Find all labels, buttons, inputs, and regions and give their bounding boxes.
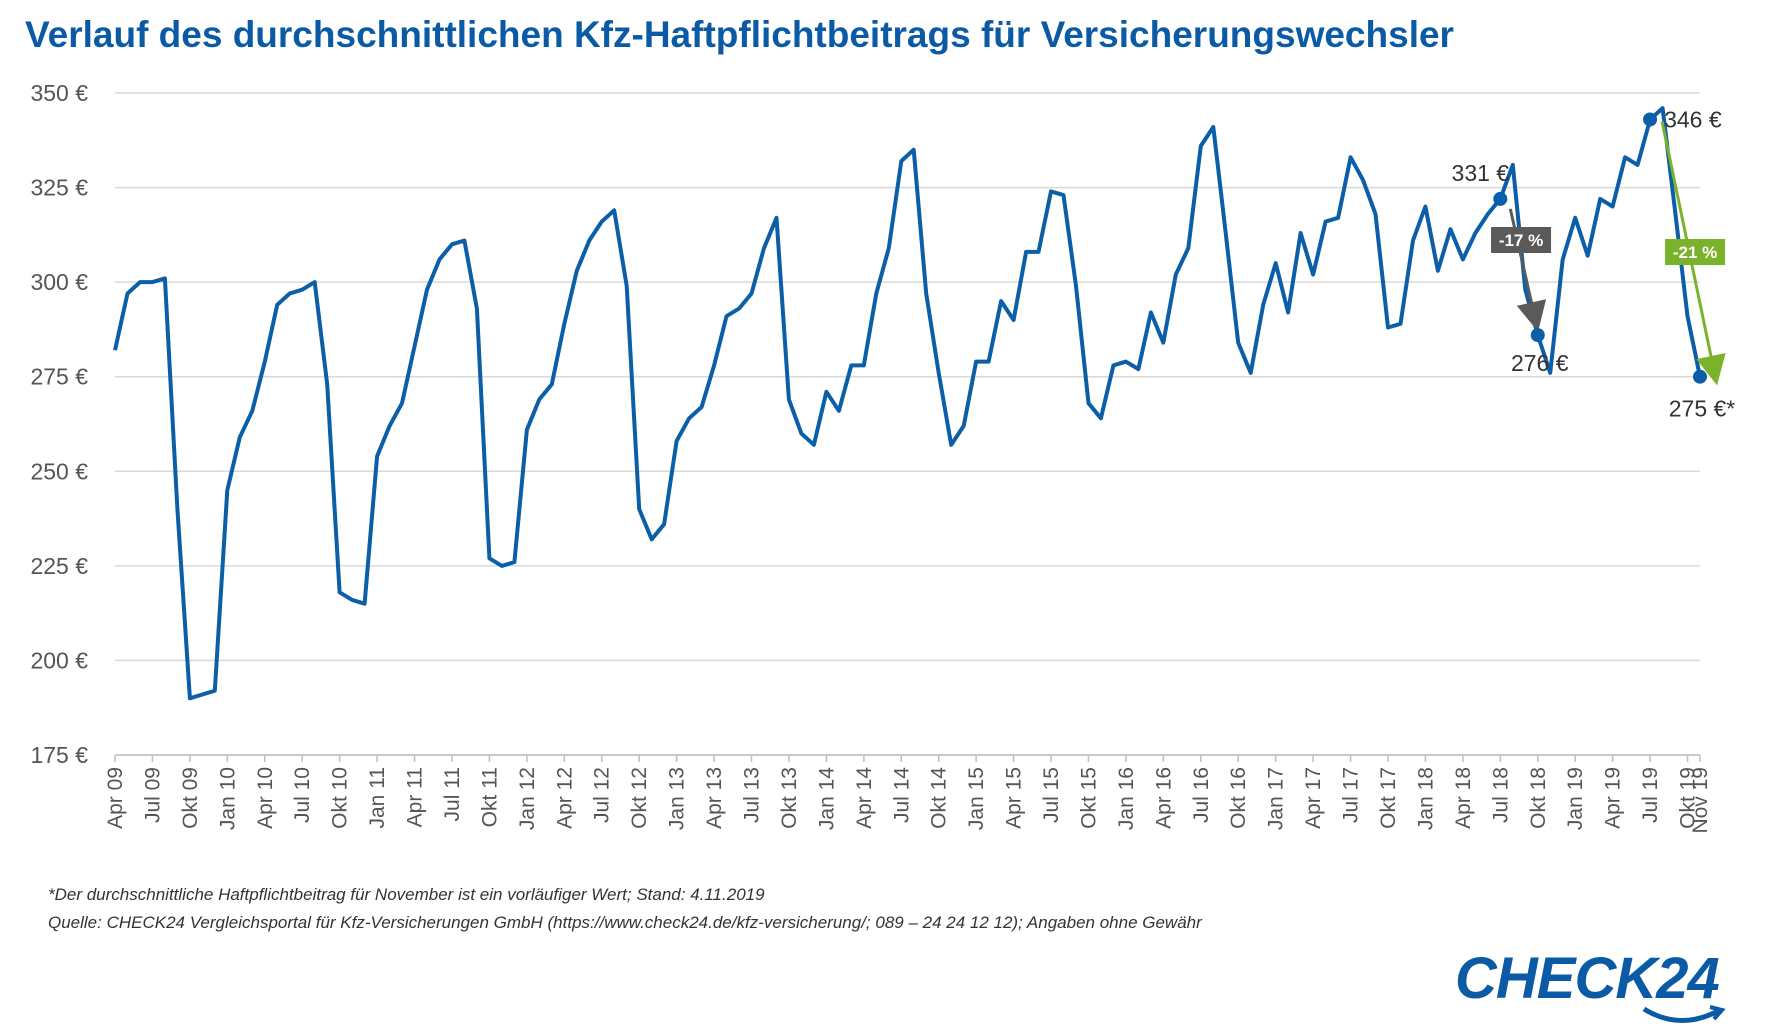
x-tick-label: Jul 15 xyxy=(1040,767,1063,823)
x-tick-label: Okt 11 xyxy=(478,767,501,827)
x-tick-label: Jan 14 xyxy=(815,767,838,830)
line-chart: 175 € 200 € 225 € 250 € 275 € 300 € 325 € 350 €… xyxy=(30,80,1736,834)
y-tick-label: 250 € xyxy=(30,458,88,484)
x-tick-label: Jan 16 xyxy=(1115,767,1138,830)
x-tick-label: Apr 16 xyxy=(1152,767,1175,829)
x-tick-label: Apr 12 xyxy=(553,767,576,829)
y-tick-label: 350 € xyxy=(30,80,88,106)
x-tick-label: Apr 10 xyxy=(254,767,277,829)
y-tick-label: 225 € xyxy=(30,553,88,579)
x-tick-label: Okt 17 xyxy=(1377,767,1400,829)
data-point-marker xyxy=(1530,328,1545,343)
change-2019-badge-bg xyxy=(1665,239,1726,265)
y-axis: 175 € 200 € 225 € 250 € 275 € 300 € 325 € 350 € xyxy=(30,80,88,768)
x-tick-label: Jan 11 xyxy=(366,767,389,829)
change-2019-badge: -21 % xyxy=(1673,243,1717,262)
x-tick-label: Jul 13 xyxy=(740,767,763,823)
change-2018-badge-bg xyxy=(1491,227,1552,253)
data-point-marker xyxy=(1493,191,1508,206)
x-tick-label: Jul 09 xyxy=(141,767,164,823)
chart-title: Verlauf des durchschnittlichen Kfz-Haftp… xyxy=(25,14,1454,55)
y-tick-label: 200 € xyxy=(30,647,88,673)
y-tick-label: 325 € xyxy=(30,175,88,201)
x-tick-label: Okt 09 xyxy=(179,767,202,829)
x-tick-label: Jan 15 xyxy=(965,767,988,830)
x-tick-label: Jan 19 xyxy=(1564,767,1587,830)
x-tick-label: Apr 17 xyxy=(1302,767,1325,829)
y-tick-label: 175 € xyxy=(30,742,88,768)
x-tick-label: Jan 18 xyxy=(1414,767,1437,830)
x-tick-label: Jul 12 xyxy=(591,767,614,823)
x-tick-label: Jul 19 xyxy=(1639,767,1662,823)
x-tick-label: Jan 10 xyxy=(216,767,239,830)
x-tick-label: Okt 14 xyxy=(928,767,951,829)
footnote: *Der durchschnittliche Haftpflichtbeitra… xyxy=(48,885,765,904)
peak-2019-label: 346 € xyxy=(1664,106,1722,132)
x-tick-label: Apr 09 xyxy=(104,767,127,829)
low-2018-label: 276 € xyxy=(1511,350,1569,376)
change-2018-badge: -17 % xyxy=(1499,231,1543,250)
x-tick-label: Jul 16 xyxy=(1190,767,1213,823)
x-tick-label: Apr 18 xyxy=(1452,767,1475,829)
x-tick-label: Jul 10 xyxy=(291,767,314,823)
series-area xyxy=(113,106,1702,701)
series-line xyxy=(113,106,1702,701)
x-tick-label: Okt 10 xyxy=(329,767,352,829)
x-tick-label: Okt 19 xyxy=(1677,767,1700,829)
x-tick-label: Okt 15 xyxy=(1077,767,1100,829)
data-point-marker xyxy=(1693,369,1707,384)
source-note: Quelle: CHECK24 Vergleichsportal für Kfz… xyxy=(48,913,1202,932)
peak-2018-label: 331 € xyxy=(1452,160,1510,186)
data-point-marker xyxy=(1643,112,1658,127)
x-tick-label: Okt 18 xyxy=(1527,767,1550,829)
check24-logo: CHECK24 xyxy=(1455,946,1720,1011)
gridlines xyxy=(115,92,1700,756)
x-tick-label: Apr 19 xyxy=(1602,767,1625,829)
y-tick-label: 300 € xyxy=(30,269,88,295)
x-tick-label: Okt 13 xyxy=(778,767,801,829)
x-tick-label: Nov 19 xyxy=(1689,767,1712,834)
nov-2019-label: 275 €* xyxy=(1669,396,1736,422)
annotations: 331 € 276 € 346 € 275 €* -17 % -21 % xyxy=(1452,106,1736,421)
x-tick-label: Jan 13 xyxy=(666,767,689,830)
drop-2018-arrow xyxy=(1508,208,1547,332)
x-tick-label: Jul 14 xyxy=(890,767,913,823)
x-axis: Apr 09 Jul 09 Okt 09 Jan 10 Apr 10 Jul 10 Okt … xyxy=(104,754,1712,834)
x-tick-label: Jul 17 xyxy=(1340,767,1363,823)
x-tick-label: Jan 12 xyxy=(516,767,539,830)
x-tick-label: Apr 13 xyxy=(703,767,726,829)
x-tick-label: Okt 16 xyxy=(1227,767,1250,829)
y-tick-label: 275 € xyxy=(30,364,88,390)
x-tick-label: Apr 15 xyxy=(1003,767,1026,829)
x-tick-label: Apr 14 xyxy=(853,767,876,829)
logo-smile-icon xyxy=(1642,1005,1726,1023)
x-tick-label: Apr 11 xyxy=(404,767,427,827)
x-tick-label: Okt 12 xyxy=(628,767,651,829)
x-tick-label: Jul 18 xyxy=(1489,767,1512,823)
x-tick-label: Jul 11 xyxy=(441,767,464,821)
x-tick-label: Jan 17 xyxy=(1265,767,1288,830)
